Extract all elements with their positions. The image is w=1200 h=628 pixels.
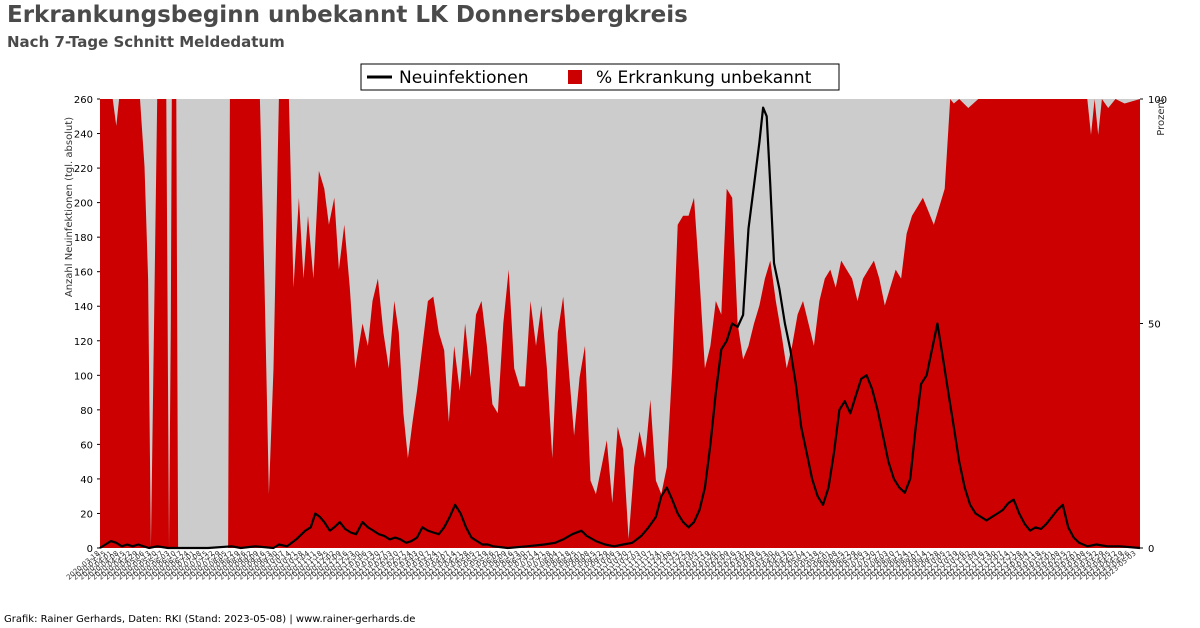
footer-credit: Grafik: Rainer Gerhards, Daten: RKI (Sta… bbox=[4, 614, 416, 625]
y-left-tick-label: 120 bbox=[74, 337, 93, 348]
y-left-tick-label: 160 bbox=[74, 268, 93, 279]
y-right-tick-label: 100 bbox=[1148, 95, 1167, 106]
legend-label-erkrankung-unbekannt: % Erkrankung unbekannt bbox=[596, 68, 812, 88]
y-axis-label-left: Anzahl Neuinfektionen (tgl. absolut) bbox=[64, 117, 75, 297]
axes-layer: 0 20 40 60 80 100 120 140 160 180 200 220 240 260 0 50 1… bbox=[74, 95, 1167, 555]
chart-subtitle: Nach 7-Tage Schnitt Meldedatum bbox=[7, 33, 285, 51]
y-left-tick-label: 100 bbox=[74, 371, 93, 382]
legend-label-neuinfektionen: Neuinfektionen bbox=[399, 68, 529, 88]
area-layer bbox=[100, 99, 1140, 548]
y-left-tick-label: 260 bbox=[74, 95, 93, 106]
legend-box bbox=[360, 63, 840, 91]
y-left-tick-label: 60 bbox=[80, 440, 93, 451]
y-left-tick-label: 40 bbox=[80, 475, 93, 486]
y-axis-label-right: Prozent bbox=[1156, 98, 1167, 136]
y-left-tick-label: 0 bbox=[87, 544, 93, 555]
y-right-tick-label: 50 bbox=[1148, 320, 1161, 331]
legend-area-swatch bbox=[568, 70, 582, 84]
x-tick-layer: 2020-03-182020-03-252020-04-012020-04-08… bbox=[65, 549, 1138, 582]
chart-title: Erkrankungsbeginn unbekannt LK Donnersbe… bbox=[7, 2, 688, 28]
y-left-tick-label: 220 bbox=[74, 164, 93, 175]
line-layer bbox=[99, 106, 1141, 550]
y-left-tick-label: 140 bbox=[74, 302, 93, 313]
y-right-tick-label: 0 bbox=[1148, 544, 1154, 555]
y-left-tick-label: 80 bbox=[80, 406, 93, 417]
y-left-tick-label: 20 bbox=[80, 509, 93, 520]
series-area-erkrankung-unbekannt bbox=[100, 99, 1140, 548]
y-left-tick-label: 180 bbox=[74, 233, 93, 244]
y-left-tick-label: 240 bbox=[74, 130, 93, 141]
y-left-tick-label: 200 bbox=[74, 199, 93, 210]
legend: Neuinfektionen % Erkrankung unbekannt bbox=[360, 63, 840, 91]
series-line-neuinfektionen bbox=[99, 106, 1141, 550]
